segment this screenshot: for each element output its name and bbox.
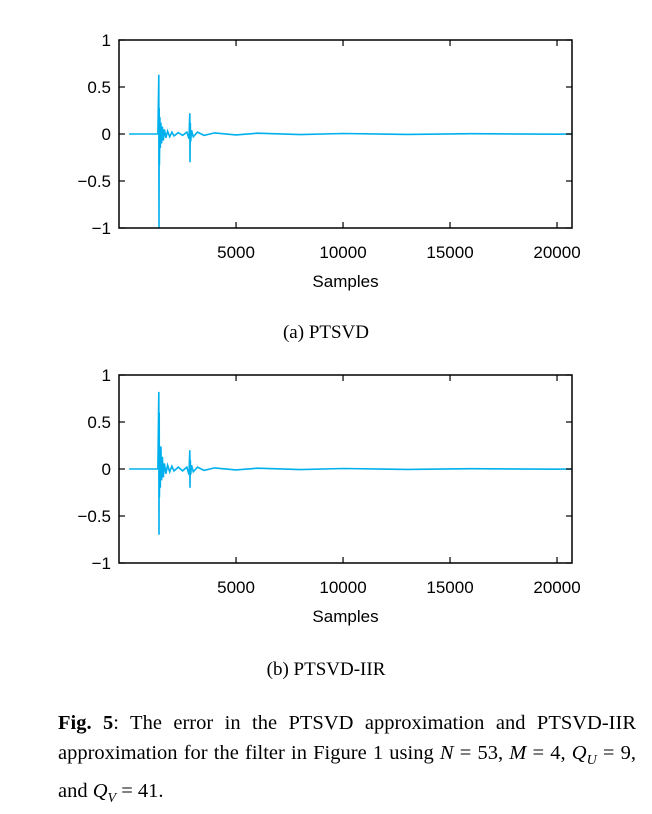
x-tick-label: 15000 bbox=[426, 243, 473, 262]
y-tick-label: 1 bbox=[102, 31, 111, 50]
x-tick-label: 20000 bbox=[533, 578, 580, 597]
math-m: M bbox=[509, 742, 527, 764]
y-tick-label: −0.5 bbox=[77, 172, 111, 191]
math-m-value: = 4, bbox=[526, 742, 572, 764]
y-tick-label: 1 bbox=[102, 366, 111, 385]
x-tick-label: 15000 bbox=[426, 578, 473, 597]
x-tick-label: 10000 bbox=[319, 578, 366, 597]
chart-ptsvd-iir: 1 0.5 0 −0.5 −1 5000 10000 15000 20000 Samples bbox=[77, 366, 580, 626]
y-tick-label: 0 bbox=[102, 460, 111, 479]
subcaption-b: (b) PTSVD-IIR bbox=[266, 659, 386, 680]
math-qv-value: = 41. bbox=[116, 780, 164, 803]
y-tick-label: 0.5 bbox=[87, 78, 111, 97]
math-qu-value: = 9, and bbox=[58, 742, 636, 803]
x-axis-label: Samples bbox=[312, 607, 378, 626]
x-tick-label: 20000 bbox=[533, 243, 580, 262]
y-tick-label: 0 bbox=[102, 125, 111, 144]
y-tick-label: −0.5 bbox=[77, 507, 111, 526]
x-tick-label: 5000 bbox=[217, 578, 255, 597]
y-tick-label: 0.5 bbox=[87, 413, 111, 432]
figure-label: Fig. 5 bbox=[58, 712, 114, 734]
chart-ptsvd: 1 0.5 0 −0.5 −1 5000 10000 15000 20000 Samples bbox=[77, 31, 580, 291]
math-qu-sub: U bbox=[586, 753, 597, 769]
math-qv: Q bbox=[92, 780, 108, 803]
math-qv-sub: V bbox=[107, 791, 117, 807]
error-series-line bbox=[129, 391, 573, 535]
y-tick-label: −1 bbox=[92, 554, 111, 573]
subcaption-a: (a) PTSVD bbox=[282, 322, 370, 343]
caption-text: : The error in the PTSVD approximation a… bbox=[58, 712, 637, 764]
x-tick-label: 5000 bbox=[217, 243, 255, 262]
math-n-value: = 53, bbox=[453, 742, 504, 764]
figure-caption: Fig. 5: The error in the PTSVD approxima… bbox=[58, 708, 636, 814]
error-series-line bbox=[129, 74, 573, 229]
math-qu: Q bbox=[571, 742, 587, 764]
x-tick-label: 10000 bbox=[319, 243, 366, 262]
math-n: N bbox=[439, 742, 454, 764]
x-axis-label: Samples bbox=[312, 272, 378, 291]
y-tick-label: −1 bbox=[92, 219, 111, 238]
